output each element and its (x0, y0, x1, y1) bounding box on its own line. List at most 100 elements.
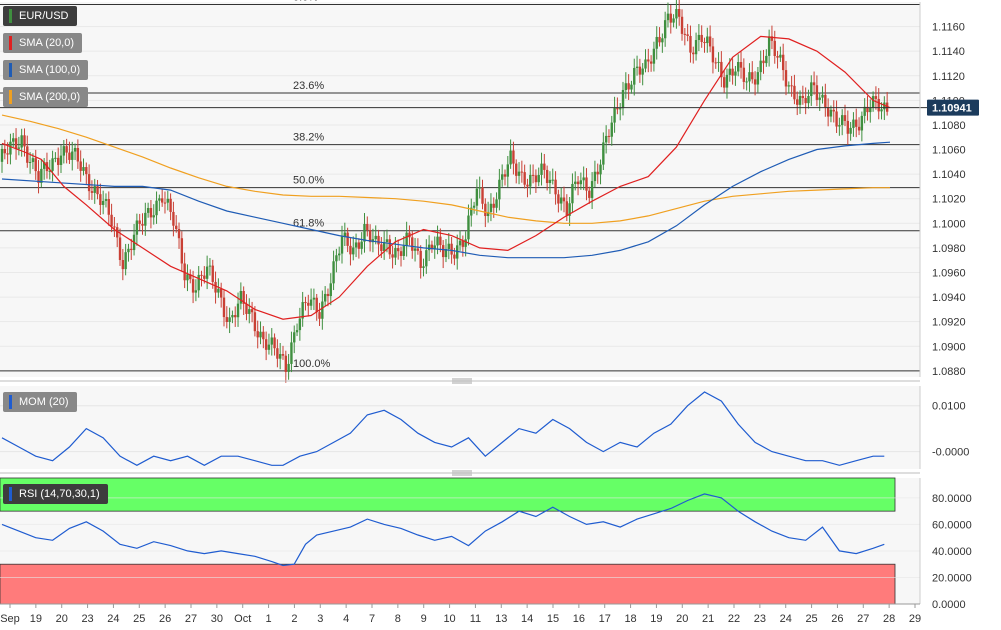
candle-body (110, 214, 113, 227)
candle-body (124, 252, 127, 270)
candle-body (545, 169, 549, 184)
candle-body (26, 146, 29, 163)
last-price-label: 1.10941 (932, 103, 972, 115)
candle-body (441, 245, 445, 258)
candle-body (770, 36, 774, 41)
candle-body (180, 238, 184, 264)
last-price-tag (927, 99, 979, 116)
candle-body (326, 293, 330, 297)
candle-body (784, 70, 788, 87)
candle-body (669, 13, 672, 23)
rsi-tick-label: 40.0000 (932, 546, 972, 558)
candle-body (65, 146, 68, 153)
sma20-line (1, 35, 891, 320)
candle-body (492, 203, 495, 208)
candle-body (352, 247, 355, 255)
rsi-tick-label: 80.0000 (932, 493, 972, 505)
candle-body (849, 127, 852, 134)
candle-body (391, 254, 394, 258)
candle-body (852, 119, 855, 128)
candle-body (824, 94, 827, 108)
x-tick-label: Sep (0, 613, 20, 625)
candle-body (59, 155, 63, 165)
candle-body (42, 162, 46, 169)
candle-body (259, 331, 262, 338)
candle-body (470, 207, 473, 216)
candle-body (826, 107, 830, 117)
candle-body (335, 255, 338, 262)
rsi-line (1, 493, 885, 567)
candle-body (661, 38, 664, 43)
candle-body (630, 84, 633, 90)
price-tick-label: 1.1120 (932, 71, 965, 83)
x-tick-label: 9 (421, 613, 427, 625)
candle-body (343, 232, 347, 237)
candle-body (627, 83, 630, 90)
candle-body (779, 54, 782, 58)
legend-symbol[interactable]: EUR/USD (3, 6, 77, 26)
x-tick-label: 21 (702, 613, 714, 625)
candle-body (14, 138, 18, 149)
candle-body (725, 74, 729, 88)
candle-body (576, 181, 580, 185)
candle-body (278, 354, 282, 359)
candle-body (520, 171, 524, 173)
momentum-pane: 0.0100 -0.0000 (0, 386, 969, 469)
candle-body (416, 248, 420, 251)
candle-body (411, 237, 414, 251)
candle-body (869, 107, 872, 113)
candle-body (425, 250, 428, 267)
legend-mom[interactable]: MOM (20) (3, 392, 77, 412)
candle-body (756, 72, 760, 85)
candle-body (189, 274, 192, 280)
candle-body (734, 71, 737, 76)
candle-body (138, 220, 141, 224)
candle-body (377, 235, 380, 245)
candle-body (773, 40, 776, 57)
candle-body (686, 34, 689, 36)
candle-body (599, 164, 602, 175)
legend-rsi[interactable]: RSI (14,70,30,1) (3, 484, 108, 504)
candle-body (374, 235, 377, 240)
candle-body (323, 293, 327, 302)
candle-body (349, 245, 352, 255)
x-axis: Sep 19 20 23 24 25 26 27 30 Oct 1 2 3 4 7 8 9 10 11 13 14 15 1… (0, 603, 921, 625)
x-tick-label: 26 (159, 613, 171, 625)
candle-body (248, 309, 251, 314)
candle-body (765, 55, 768, 64)
candle-body (838, 125, 841, 127)
candle-body (402, 245, 406, 256)
candle-body (714, 62, 717, 64)
candle-body (472, 205, 476, 208)
candle-body (607, 135, 611, 137)
candle-body (270, 337, 273, 345)
candle-body (79, 161, 82, 171)
candle-body (354, 242, 358, 248)
candle-body (534, 175, 538, 183)
candle-body (17, 147, 21, 149)
candle-body (737, 62, 740, 72)
sma200-swatch-icon (9, 90, 12, 104)
candle-body (703, 42, 706, 44)
candle-body (767, 36, 771, 56)
x-tick-label: 27 (185, 613, 197, 625)
candle-body (155, 200, 158, 216)
candle-body (821, 94, 824, 98)
legend-sma100-label: SMA (100,0) (19, 64, 81, 76)
candle-body (832, 109, 835, 112)
candle-body (866, 106, 869, 113)
x-tick-label: 1 (266, 613, 272, 625)
candle-body (101, 200, 105, 205)
candle-body (144, 212, 147, 226)
candle-body (672, 18, 675, 23)
fib-label: 38.2% (293, 132, 324, 144)
candle-body (380, 244, 383, 252)
candle-body (801, 95, 805, 99)
legend-sma100[interactable]: SMA (100,0) (3, 60, 89, 80)
candle-body (295, 330, 299, 333)
candle-body (413, 248, 417, 251)
legend-sma200[interactable]: SMA (200,0) (3, 87, 89, 107)
x-tick-label: 16 (573, 613, 585, 625)
candle-body (486, 211, 490, 217)
legend-sma20[interactable]: SMA (20,0) (3, 33, 83, 53)
